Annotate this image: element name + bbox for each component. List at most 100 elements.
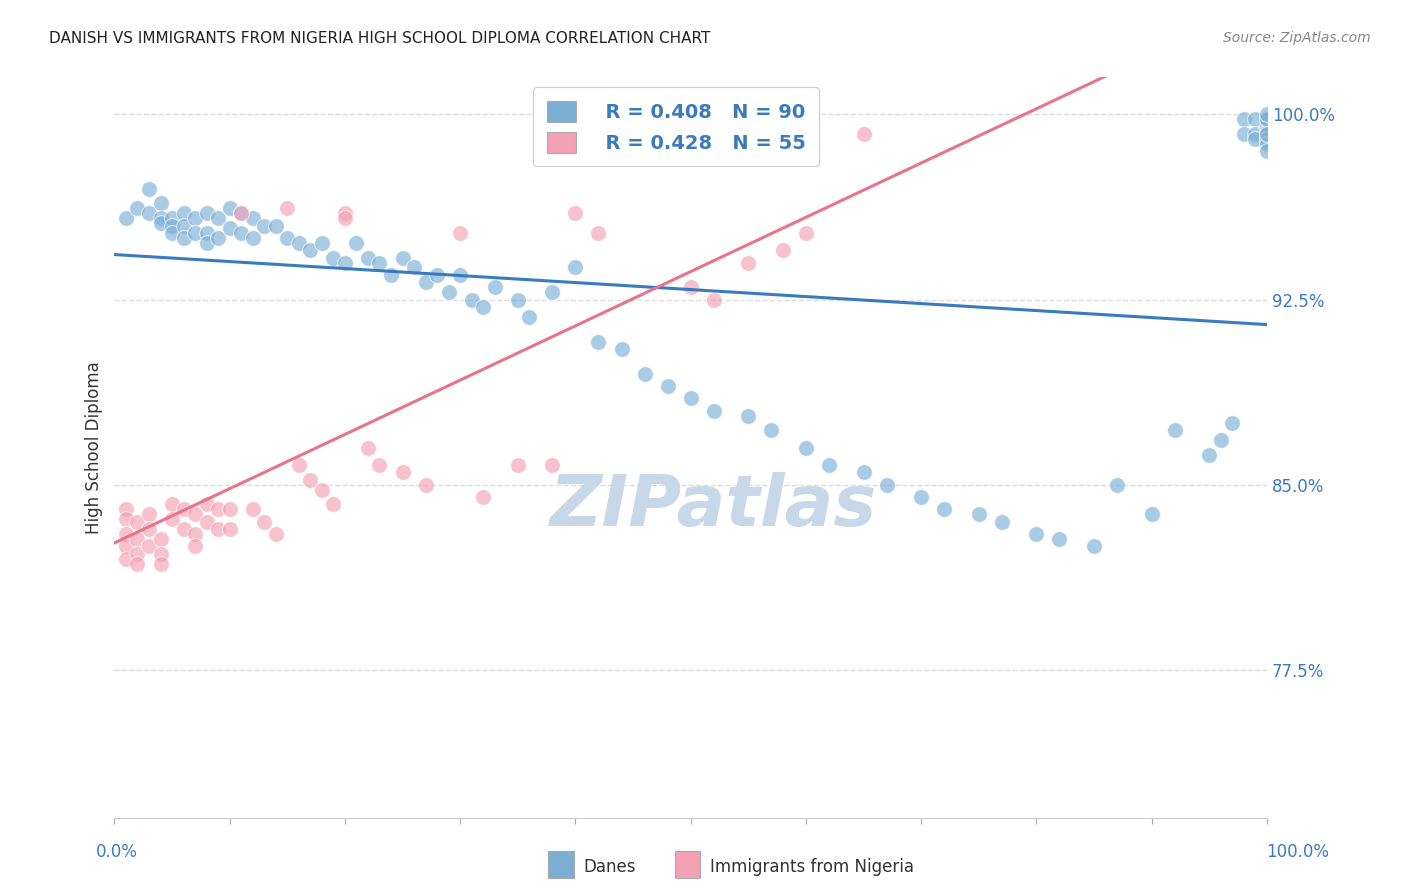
Point bbox=[368, 458, 391, 472]
Text: Danes: Danes bbox=[583, 858, 636, 876]
Text: ZIPatlas: ZIPatlas bbox=[550, 473, 877, 541]
Point bbox=[426, 268, 449, 282]
Point bbox=[1256, 145, 1278, 159]
Point bbox=[231, 206, 253, 220]
Point bbox=[138, 206, 160, 220]
Point bbox=[138, 540, 160, 554]
Point bbox=[184, 211, 207, 226]
Point bbox=[253, 219, 276, 233]
Point bbox=[184, 527, 207, 541]
Point bbox=[115, 211, 138, 226]
Point bbox=[761, 424, 783, 438]
Point bbox=[1256, 125, 1278, 139]
Point bbox=[149, 211, 172, 226]
Point bbox=[703, 403, 725, 417]
Point bbox=[333, 255, 356, 269]
Point bbox=[1256, 112, 1278, 127]
Y-axis label: High School Diploma: High School Diploma bbox=[86, 361, 103, 534]
Point bbox=[679, 392, 702, 406]
Point bbox=[1233, 127, 1256, 141]
Point bbox=[460, 293, 482, 307]
Point bbox=[218, 502, 240, 516]
Point bbox=[149, 216, 172, 230]
Point bbox=[184, 508, 207, 522]
Point bbox=[160, 498, 183, 512]
Point bbox=[264, 219, 287, 233]
Point bbox=[1140, 508, 1163, 522]
Text: 100.0%: 100.0% bbox=[1265, 843, 1329, 861]
Point bbox=[173, 206, 195, 220]
Point bbox=[564, 260, 586, 275]
Point bbox=[402, 260, 425, 275]
Point bbox=[794, 441, 817, 455]
Point bbox=[1256, 107, 1278, 121]
Point bbox=[242, 211, 264, 226]
Point bbox=[299, 244, 322, 258]
Point bbox=[207, 211, 229, 226]
Point bbox=[737, 409, 759, 423]
Point bbox=[679, 280, 702, 294]
Point bbox=[657, 379, 679, 393]
Point bbox=[391, 251, 413, 265]
Point bbox=[253, 515, 276, 529]
Point bbox=[160, 512, 183, 526]
Point bbox=[160, 219, 183, 233]
Point bbox=[299, 473, 322, 487]
Point bbox=[934, 502, 956, 516]
Point bbox=[852, 127, 875, 141]
Point bbox=[910, 490, 932, 504]
Point bbox=[1256, 137, 1278, 152]
Point bbox=[391, 466, 413, 480]
Text: 0.0%: 0.0% bbox=[96, 843, 138, 861]
Point bbox=[149, 557, 172, 571]
Point bbox=[195, 235, 218, 250]
Point bbox=[484, 280, 506, 294]
Point bbox=[195, 206, 218, 220]
Point bbox=[588, 226, 610, 240]
Point bbox=[818, 458, 841, 472]
Point bbox=[1256, 120, 1278, 134]
Point bbox=[218, 201, 240, 215]
Point bbox=[264, 527, 287, 541]
Point bbox=[160, 226, 183, 240]
Point bbox=[1256, 132, 1278, 146]
Point bbox=[218, 221, 240, 235]
Point bbox=[207, 502, 229, 516]
Point bbox=[1209, 434, 1232, 448]
Point bbox=[173, 219, 195, 233]
Point bbox=[231, 206, 253, 220]
Point bbox=[991, 515, 1014, 529]
Point bbox=[1107, 477, 1129, 491]
Text: Immigrants from Nigeria: Immigrants from Nigeria bbox=[710, 858, 914, 876]
Point bbox=[541, 285, 564, 300]
Point bbox=[333, 206, 356, 220]
Point bbox=[173, 231, 195, 245]
Point bbox=[311, 483, 333, 497]
Point bbox=[1244, 112, 1267, 127]
Point bbox=[207, 522, 229, 536]
Point bbox=[852, 466, 875, 480]
Point bbox=[357, 251, 380, 265]
Point bbox=[1233, 112, 1256, 127]
Point bbox=[380, 268, 402, 282]
Point bbox=[218, 522, 240, 536]
Point bbox=[160, 211, 183, 226]
Point bbox=[541, 458, 564, 472]
Point bbox=[333, 211, 356, 226]
Point bbox=[772, 244, 794, 258]
Point bbox=[207, 231, 229, 245]
Point bbox=[195, 498, 218, 512]
Point bbox=[1025, 527, 1047, 541]
Point bbox=[1244, 127, 1267, 141]
Point bbox=[1256, 127, 1278, 141]
Point bbox=[368, 255, 391, 269]
Point bbox=[517, 310, 540, 324]
Point bbox=[322, 498, 344, 512]
Point bbox=[437, 285, 460, 300]
Point bbox=[449, 268, 471, 282]
Point bbox=[737, 255, 759, 269]
Point bbox=[1256, 112, 1278, 127]
Point bbox=[242, 231, 264, 245]
Point bbox=[115, 551, 138, 566]
Point bbox=[506, 458, 529, 472]
